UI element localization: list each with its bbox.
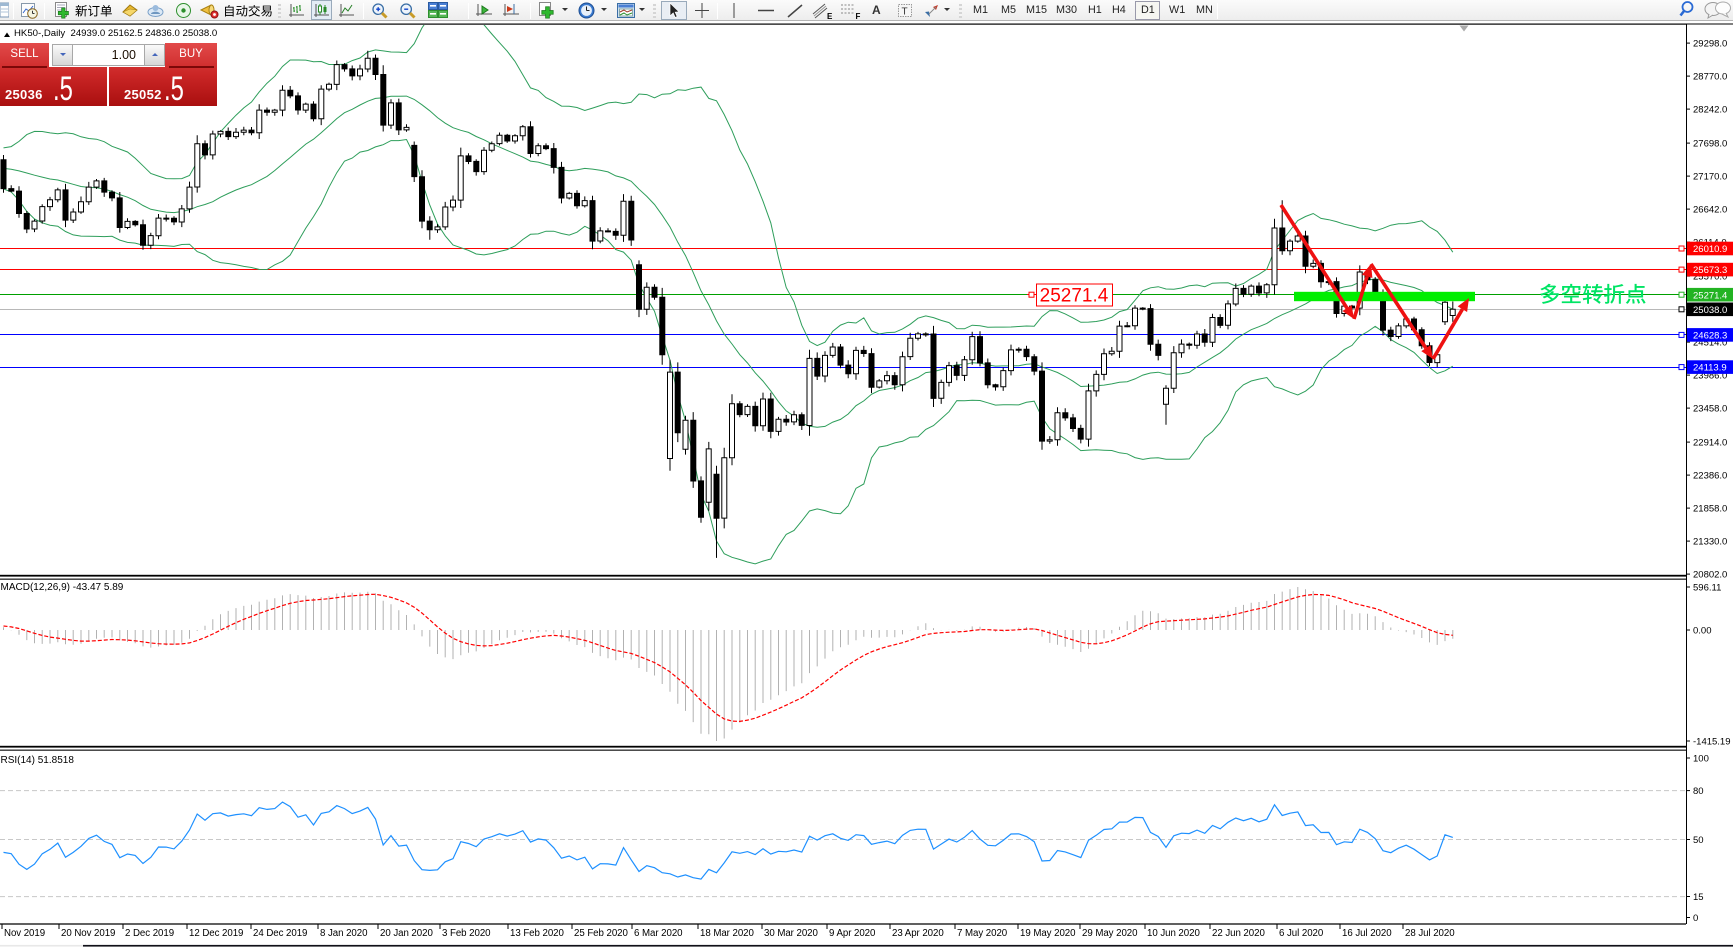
svg-text:596.11: 596.11 (1693, 583, 1721, 594)
svg-text:25271.4: 25271.4 (1040, 286, 1109, 307)
svg-text:15: 15 (1693, 892, 1704, 903)
svg-text:29298.0: 29298.0 (1693, 39, 1727, 50)
svg-text:26010.9: 26010.9 (1693, 244, 1727, 255)
svg-text:23986.0: 23986.0 (1693, 371, 1727, 382)
svg-text:26642.0: 26642.0 (1693, 205, 1727, 216)
svg-text:22 Jun 2020: 22 Jun 2020 (1212, 928, 1265, 939)
svg-text:25 Feb 2020: 25 Feb 2020 (574, 928, 629, 939)
svg-text:10 Jun 2020: 10 Jun 2020 (1147, 928, 1200, 939)
svg-text:29 May 2020: 29 May 2020 (1082, 928, 1138, 939)
svg-text:16 Jul 2020: 16 Jul 2020 (1342, 928, 1392, 939)
svg-text:21858.0: 21858.0 (1693, 504, 1727, 515)
svg-text:18 Mar 2020: 18 Mar 2020 (700, 928, 755, 939)
svg-text:24514.0: 24514.0 (1693, 338, 1727, 349)
svg-text:F: F (856, 12, 861, 21)
svg-text:23458.0: 23458.0 (1693, 404, 1727, 415)
svg-text:50: 50 (1693, 835, 1704, 846)
svg-text:22386.0: 22386.0 (1693, 471, 1727, 482)
svg-text:3 Feb 2020: 3 Feb 2020 (442, 928, 491, 939)
svg-text:30 Mar 2020: 30 Mar 2020 (764, 928, 819, 939)
svg-text:9 Apr 2020: 9 Apr 2020 (829, 928, 876, 939)
svg-text:25038.0: 25038.0 (1693, 305, 1727, 316)
svg-text:28242.0: 28242.0 (1693, 105, 1727, 116)
svg-text:20 Jan 2020: 20 Jan 2020 (380, 928, 433, 939)
svg-text:13 Feb 2020: 13 Feb 2020 (510, 928, 565, 939)
svg-text:19 May 2020: 19 May 2020 (1020, 928, 1076, 939)
svg-text:28 Jul 2020: 28 Jul 2020 (1405, 928, 1455, 939)
svg-text:2 Dec 2019: 2 Dec 2019 (125, 928, 174, 939)
svg-text:27170.0: 27170.0 (1693, 172, 1727, 183)
svg-text:20802.0: 20802.0 (1693, 570, 1727, 581)
svg-text:80: 80 (1693, 786, 1704, 797)
svg-text:T: T (902, 7, 908, 18)
svg-text:22914.0: 22914.0 (1693, 438, 1727, 449)
svg-text:MACD(12,26,9) -43.47 5.89: MACD(12,26,9) -43.47 5.89 (1, 582, 124, 593)
svg-text:27698.0: 27698.0 (1693, 139, 1727, 150)
svg-text:21330.0: 21330.0 (1693, 537, 1727, 548)
svg-text:7 May 2020: 7 May 2020 (957, 928, 1008, 939)
svg-text:12 Dec 2019: 12 Dec 2019 (189, 928, 243, 939)
svg-text:-1415.19: -1415.19 (1693, 737, 1731, 748)
svg-text:20 Nov 2019: 20 Nov 2019 (61, 928, 115, 939)
svg-text:6 Mar 2020: 6 Mar 2020 (634, 928, 683, 939)
svg-text:24113.9: 24113.9 (1693, 363, 1727, 374)
svg-text:0: 0 (1693, 913, 1698, 924)
svg-text:24628.3: 24628.3 (1693, 331, 1727, 342)
svg-text:RSI(14) 51.8518: RSI(14) 51.8518 (1, 755, 75, 766)
svg-text:8 Jan 2020: 8 Jan 2020 (320, 928, 368, 939)
svg-text:0.00: 0.00 (1693, 626, 1712, 637)
svg-text:6 Jul 2020: 6 Jul 2020 (1279, 928, 1324, 939)
svg-text:24 Dec 2019: 24 Dec 2019 (253, 928, 307, 939)
svg-text:25570.0: 25570.0 (1693, 272, 1727, 283)
svg-text:28770.0: 28770.0 (1693, 72, 1727, 83)
svg-text:100: 100 (1693, 754, 1709, 765)
svg-text:25271.4: 25271.4 (1693, 290, 1727, 301)
svg-text:25673.3: 25673.3 (1693, 265, 1727, 276)
svg-text:E: E (827, 12, 833, 21)
svg-text:23 Apr 2020: 23 Apr 2020 (892, 928, 944, 939)
svg-text:Nov 2019: Nov 2019 (4, 928, 45, 939)
